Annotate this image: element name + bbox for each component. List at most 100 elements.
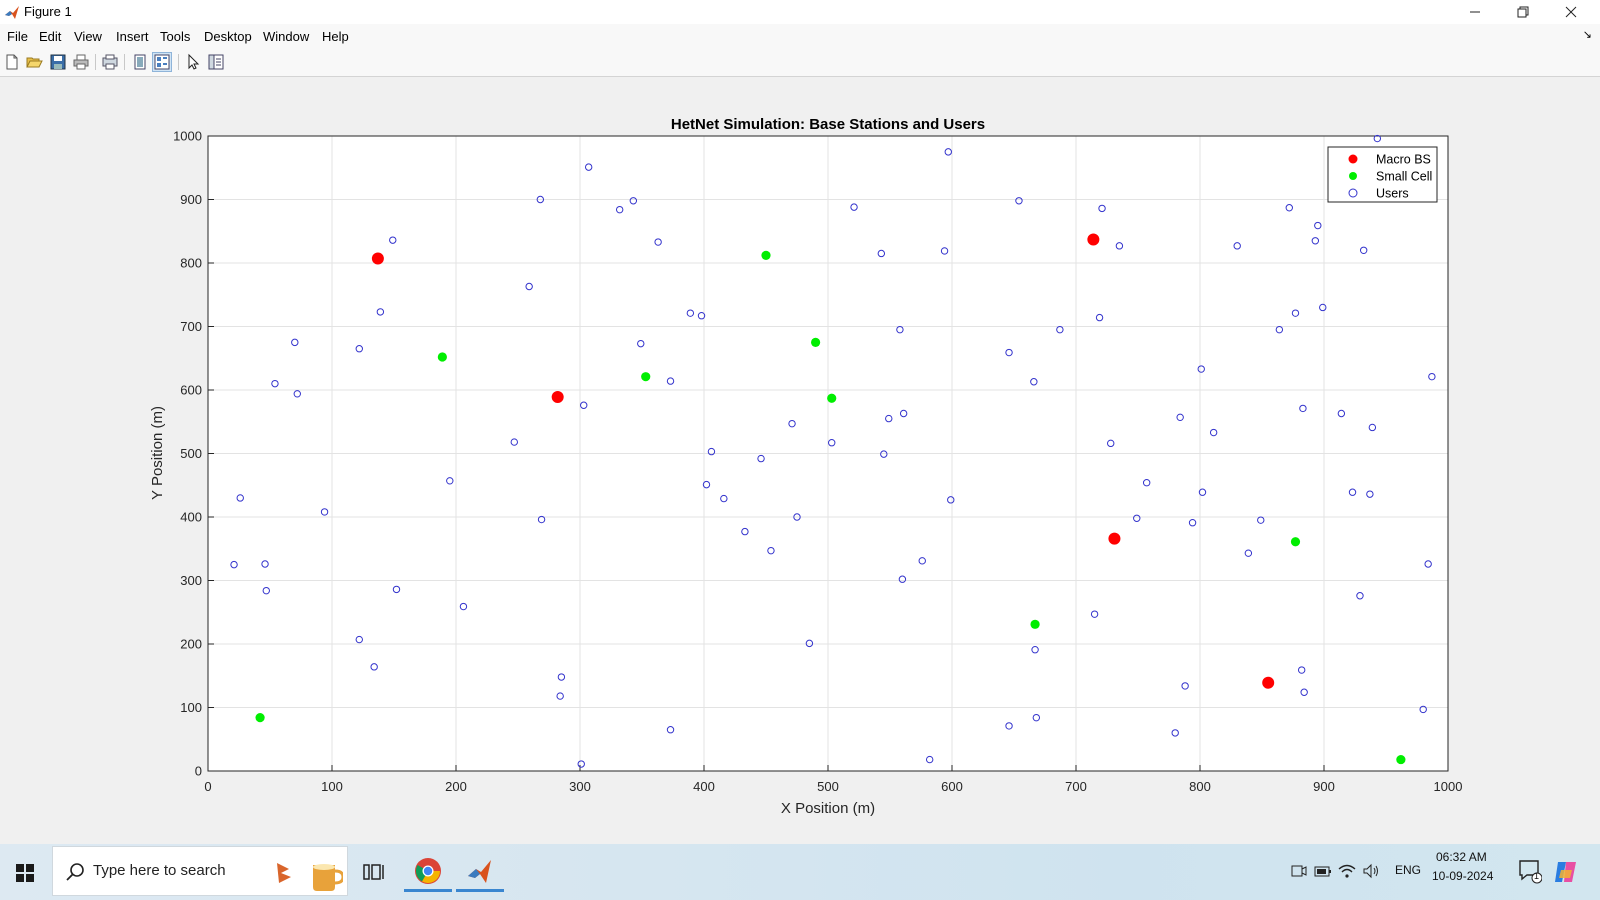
user-point — [1300, 688, 1308, 696]
copilot-icon[interactable] — [1552, 858, 1580, 886]
user-point — [1176, 413, 1184, 422]
small-cell-point — [761, 250, 771, 260]
toolbar-separator — [95, 54, 96, 70]
legend-label-users: Users — [1376, 187, 1409, 201]
print-icon[interactable] — [72, 53, 90, 71]
user-point — [525, 282, 533, 291]
y-tick-label: 600 — [180, 383, 202, 398]
matlab-icon[interactable] — [456, 852, 504, 892]
user-point — [1337, 409, 1346, 418]
link-plot-icon[interactable] — [101, 53, 119, 71]
language-indicator[interactable]: ENG — [1395, 863, 1422, 877]
dock-icon[interactable] — [207, 53, 225, 71]
user-point — [459, 602, 468, 611]
user-point — [446, 477, 454, 485]
windows-start-icon[interactable] — [8, 858, 42, 888]
y-axis-label: Y Position (m) — [149, 406, 166, 500]
clock-date[interactable]: 10-09-2024 — [1432, 869, 1494, 883]
close-button[interactable] — [1548, 0, 1594, 24]
menu-view[interactable]: View — [74, 29, 102, 44]
y-tick-label: 800 — [180, 256, 202, 271]
user-point — [1142, 479, 1151, 487]
user-point — [1257, 516, 1265, 524]
x-tick-label: 1000 — [1434, 779, 1463, 794]
user-point — [557, 673, 566, 681]
minimize-button[interactable] — [1452, 0, 1498, 24]
clock-time[interactable]: 06:32 AM — [1436, 850, 1487, 864]
menu-edit[interactable]: Edit — [39, 29, 62, 44]
y-tick-label: 500 — [180, 446, 202, 461]
user-point — [1030, 378, 1038, 386]
open-icon[interactable] — [25, 53, 43, 71]
menu-desktop[interactable]: Desktop — [204, 29, 252, 44]
user-point — [1056, 325, 1064, 334]
x-tick-label: 700 — [1065, 779, 1087, 794]
figure-canvas[interactable]: 0 100 200 300 400 500 600 700 800 900 1000 0 100 200 3… — [0, 77, 1600, 844]
restore-button[interactable] — [1500, 0, 1546, 24]
grid-lines — [207, 135, 1449, 772]
show-plot-tools-icon[interactable] — [152, 52, 172, 72]
menu-insert[interactable]: Insert — [116, 29, 149, 44]
user-point — [1005, 348, 1013, 357]
dock-arrow-icon[interactable]: ↘ — [1582, 29, 1592, 41]
user-point — [1244, 549, 1253, 557]
user-point — [880, 450, 888, 458]
volume-icon[interactable] — [1362, 862, 1380, 880]
user-point — [1031, 646, 1039, 654]
user-point — [1015, 197, 1023, 205]
user-point — [1297, 666, 1306, 674]
restore-icon — [1517, 6, 1529, 18]
user-point — [370, 663, 378, 671]
meet-now-icon[interactable] — [1290, 862, 1308, 880]
y-tick-label: 200 — [180, 637, 202, 652]
x-tick-label: 900 — [1313, 779, 1335, 794]
axis-ticks: 0 100 200 300 400 500 600 700 800 900 1000 0 100 200 3… — [173, 129, 1462, 795]
user-point — [918, 557, 926, 565]
x-tick-label: 800 — [1189, 779, 1211, 794]
user-point — [1133, 514, 1141, 522]
chrome-icon[interactable] — [404, 852, 452, 892]
small-cell-point — [1030, 619, 1040, 629]
scatter-plot[interactable]: 0 100 200 300 400 500 600 700 800 900 1000 0 100 200 3… — [0, 77, 1600, 844]
menu-window[interactable]: Window — [263, 29, 310, 44]
user-point — [793, 513, 801, 521]
macro-bs-point — [1262, 676, 1275, 689]
task-view-icon[interactable] — [350, 852, 398, 892]
user-point — [805, 639, 814, 648]
x-tick-label: 400 — [693, 779, 715, 794]
user-point — [1368, 423, 1377, 432]
save-icon[interactable] — [49, 53, 67, 71]
user-point — [556, 692, 564, 700]
minimize-icon — [1470, 11, 1480, 13]
user-point — [230, 560, 238, 569]
user-point — [1285, 204, 1293, 212]
user-point — [1005, 722, 1013, 730]
taskbar-search-box[interactable]: Type here to search — [52, 846, 348, 896]
user-point — [720, 494, 728, 503]
user-point — [1311, 237, 1320, 245]
menu-tools[interactable]: Tools — [160, 29, 191, 44]
battery-icon[interactable] — [1314, 862, 1332, 880]
data-points — [230, 134, 1436, 768]
menu-file[interactable]: File — [7, 29, 28, 44]
user-point — [885, 414, 893, 423]
hide-plot-tools-icon[interactable] — [131, 53, 149, 71]
x-tick-label: 100 — [321, 779, 343, 794]
figure-toolbar — [0, 48, 1600, 77]
chart-title: HetNet Simulation: Base Stations and Use… — [671, 116, 985, 133]
wifi-icon[interactable] — [1338, 862, 1356, 880]
edit-plot-icon[interactable] — [184, 53, 202, 71]
user-point — [1428, 372, 1436, 381]
user-point — [1314, 221, 1322, 230]
menu-help[interactable]: Help — [322, 29, 349, 44]
user-point — [577, 760, 585, 768]
new-figure-icon[interactable] — [3, 53, 21, 71]
user-point — [707, 447, 716, 456]
user-point — [1419, 705, 1427, 714]
user-point — [702, 480, 711, 489]
user-point — [940, 247, 949, 255]
user-point — [261, 560, 269, 568]
legend[interactable]: Macro BS Small Cell Users — [1327, 146, 1438, 203]
notification-center-icon[interactable]: 1 — [1518, 858, 1543, 884]
user-point — [1359, 246, 1368, 255]
